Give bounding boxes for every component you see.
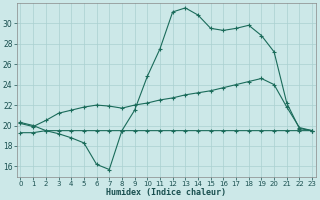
- X-axis label: Humidex (Indice chaleur): Humidex (Indice chaleur): [106, 188, 226, 197]
